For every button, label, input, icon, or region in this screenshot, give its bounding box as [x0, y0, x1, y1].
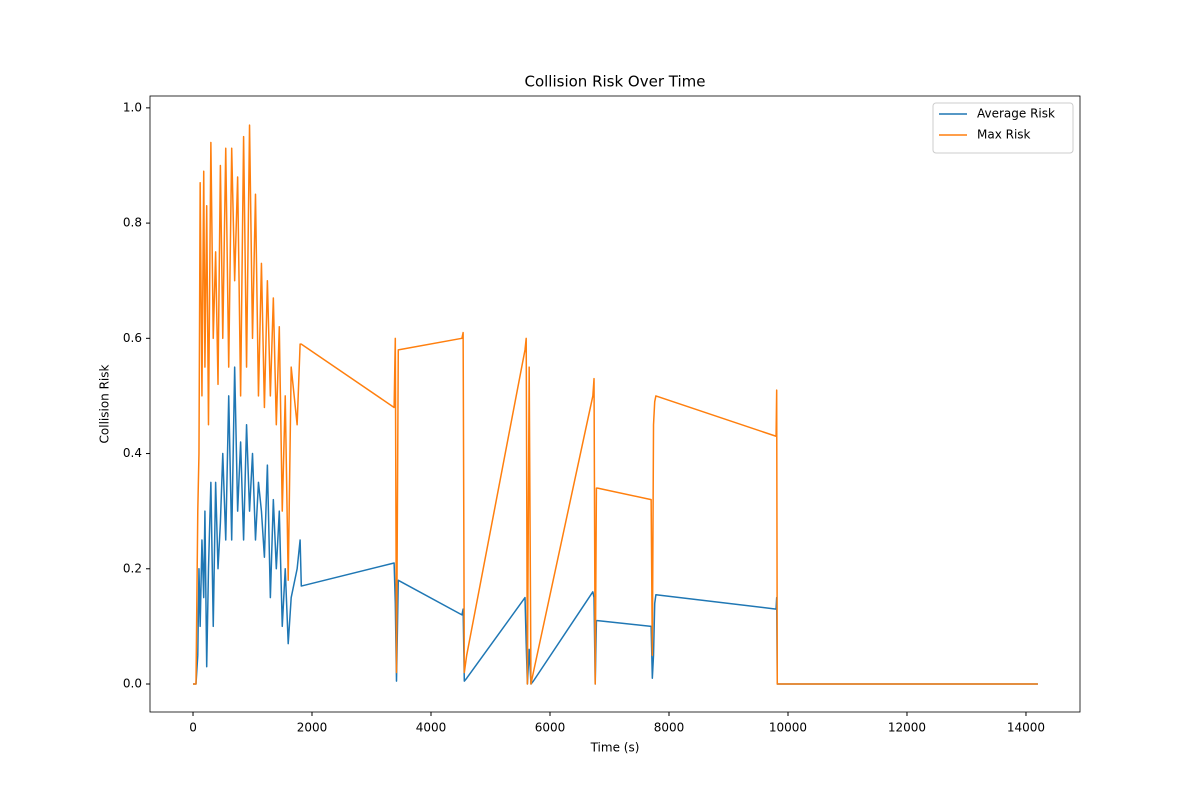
chart-title: Collision Risk Over Time: [524, 73, 705, 91]
y-tick-label: 0.6: [123, 331, 142, 345]
legend-label: Max Risk: [977, 128, 1031, 142]
x-tick-label: 4000: [416, 721, 447, 735]
x-tick-label: 10000: [769, 721, 807, 735]
x-tick-label: 2000: [297, 721, 328, 735]
x-axis-label: Time (s): [590, 741, 640, 755]
x-tick-label: 6000: [535, 721, 566, 735]
y-axis-label: Collision Risk: [98, 364, 112, 443]
y-tick-label: 0.8: [123, 216, 142, 230]
y-tick-label: 0.2: [123, 561, 142, 575]
x-tick-label: 14000: [1007, 721, 1045, 735]
series-line: [193, 124, 1038, 685]
y-tick-label: 1.0: [123, 100, 142, 114]
legend-label: Average Risk: [977, 107, 1055, 121]
x-tick-label: 12000: [888, 721, 926, 735]
x-tick-label: 8000: [654, 721, 685, 735]
legend-box: [932, 102, 1074, 154]
y-tick-label: 0.4: [123, 446, 142, 460]
y-tick-label: 0.0: [123, 677, 142, 691]
x-tick-label: 0: [189, 721, 197, 735]
plot-frame: [149, 95, 1081, 713]
